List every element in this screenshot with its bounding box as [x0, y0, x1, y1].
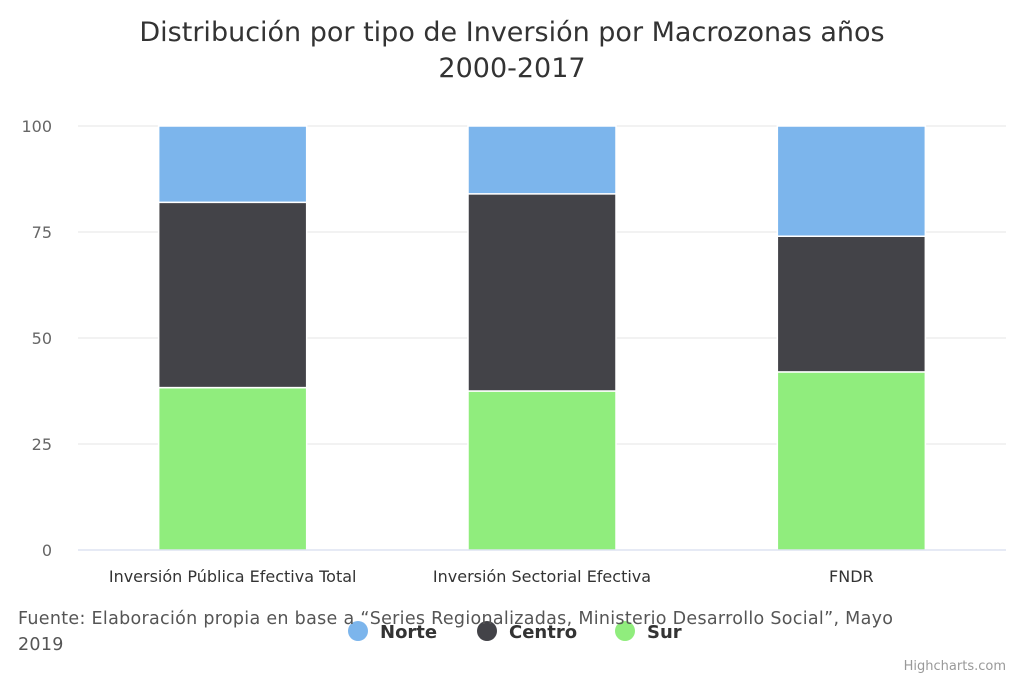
x-category-label: FNDR [829, 567, 874, 586]
y-tick-label: 0 [42, 541, 52, 560]
bar-norte[interactable] [776, 125, 927, 237]
y-axis-ticks: 0 25 50 75 100 [21, 117, 52, 560]
bar-norte[interactable] [467, 125, 617, 195]
x-category-label: Inversión Pública Efectiva Total [109, 567, 357, 586]
y-tick-label: 75 [32, 223, 52, 242]
chart-title-line-2: 2000-2017 [438, 53, 585, 84]
legend-label: Centro [509, 622, 577, 643]
chart-caption: Fuente: Elaboración propia en base a “Se… [18, 609, 894, 655]
legend-marker [477, 621, 497, 641]
legend-item-sur[interactable]: Sur [615, 621, 682, 643]
y-tick-label: 100 [21, 117, 52, 136]
legend-item-centro[interactable]: Centro [477, 621, 577, 643]
legend-marker [348, 621, 368, 641]
legend: Norte Centro Sur [348, 621, 682, 643]
bar-centro[interactable] [776, 235, 927, 373]
legend-label: Norte [380, 622, 437, 643]
y-tick-label: 50 [32, 329, 52, 348]
bar-sur[interactable] [157, 386, 308, 551]
bar-sur[interactable] [467, 390, 617, 551]
bar-centro[interactable] [157, 201, 308, 389]
category-labels: Inversión Pública Efectiva Total Inversió… [109, 567, 874, 586]
bar-sur[interactable] [776, 371, 927, 551]
legend-marker [615, 621, 635, 641]
bars [157, 125, 927, 551]
chart-title-line-1: Distribución por tipo de Inversión por M… [139, 17, 884, 48]
y-tick-label: 25 [32, 435, 52, 454]
x-category-label: Inversión Sectorial Efectiva [433, 567, 651, 586]
bar-centro[interactable] [467, 193, 617, 392]
credits-link[interactable]: Highcharts.com [903, 659, 1006, 674]
bar-norte[interactable] [157, 125, 308, 204]
legend-item-norte[interactable]: Norte [348, 621, 437, 643]
legend-label: Sur [647, 622, 682, 643]
